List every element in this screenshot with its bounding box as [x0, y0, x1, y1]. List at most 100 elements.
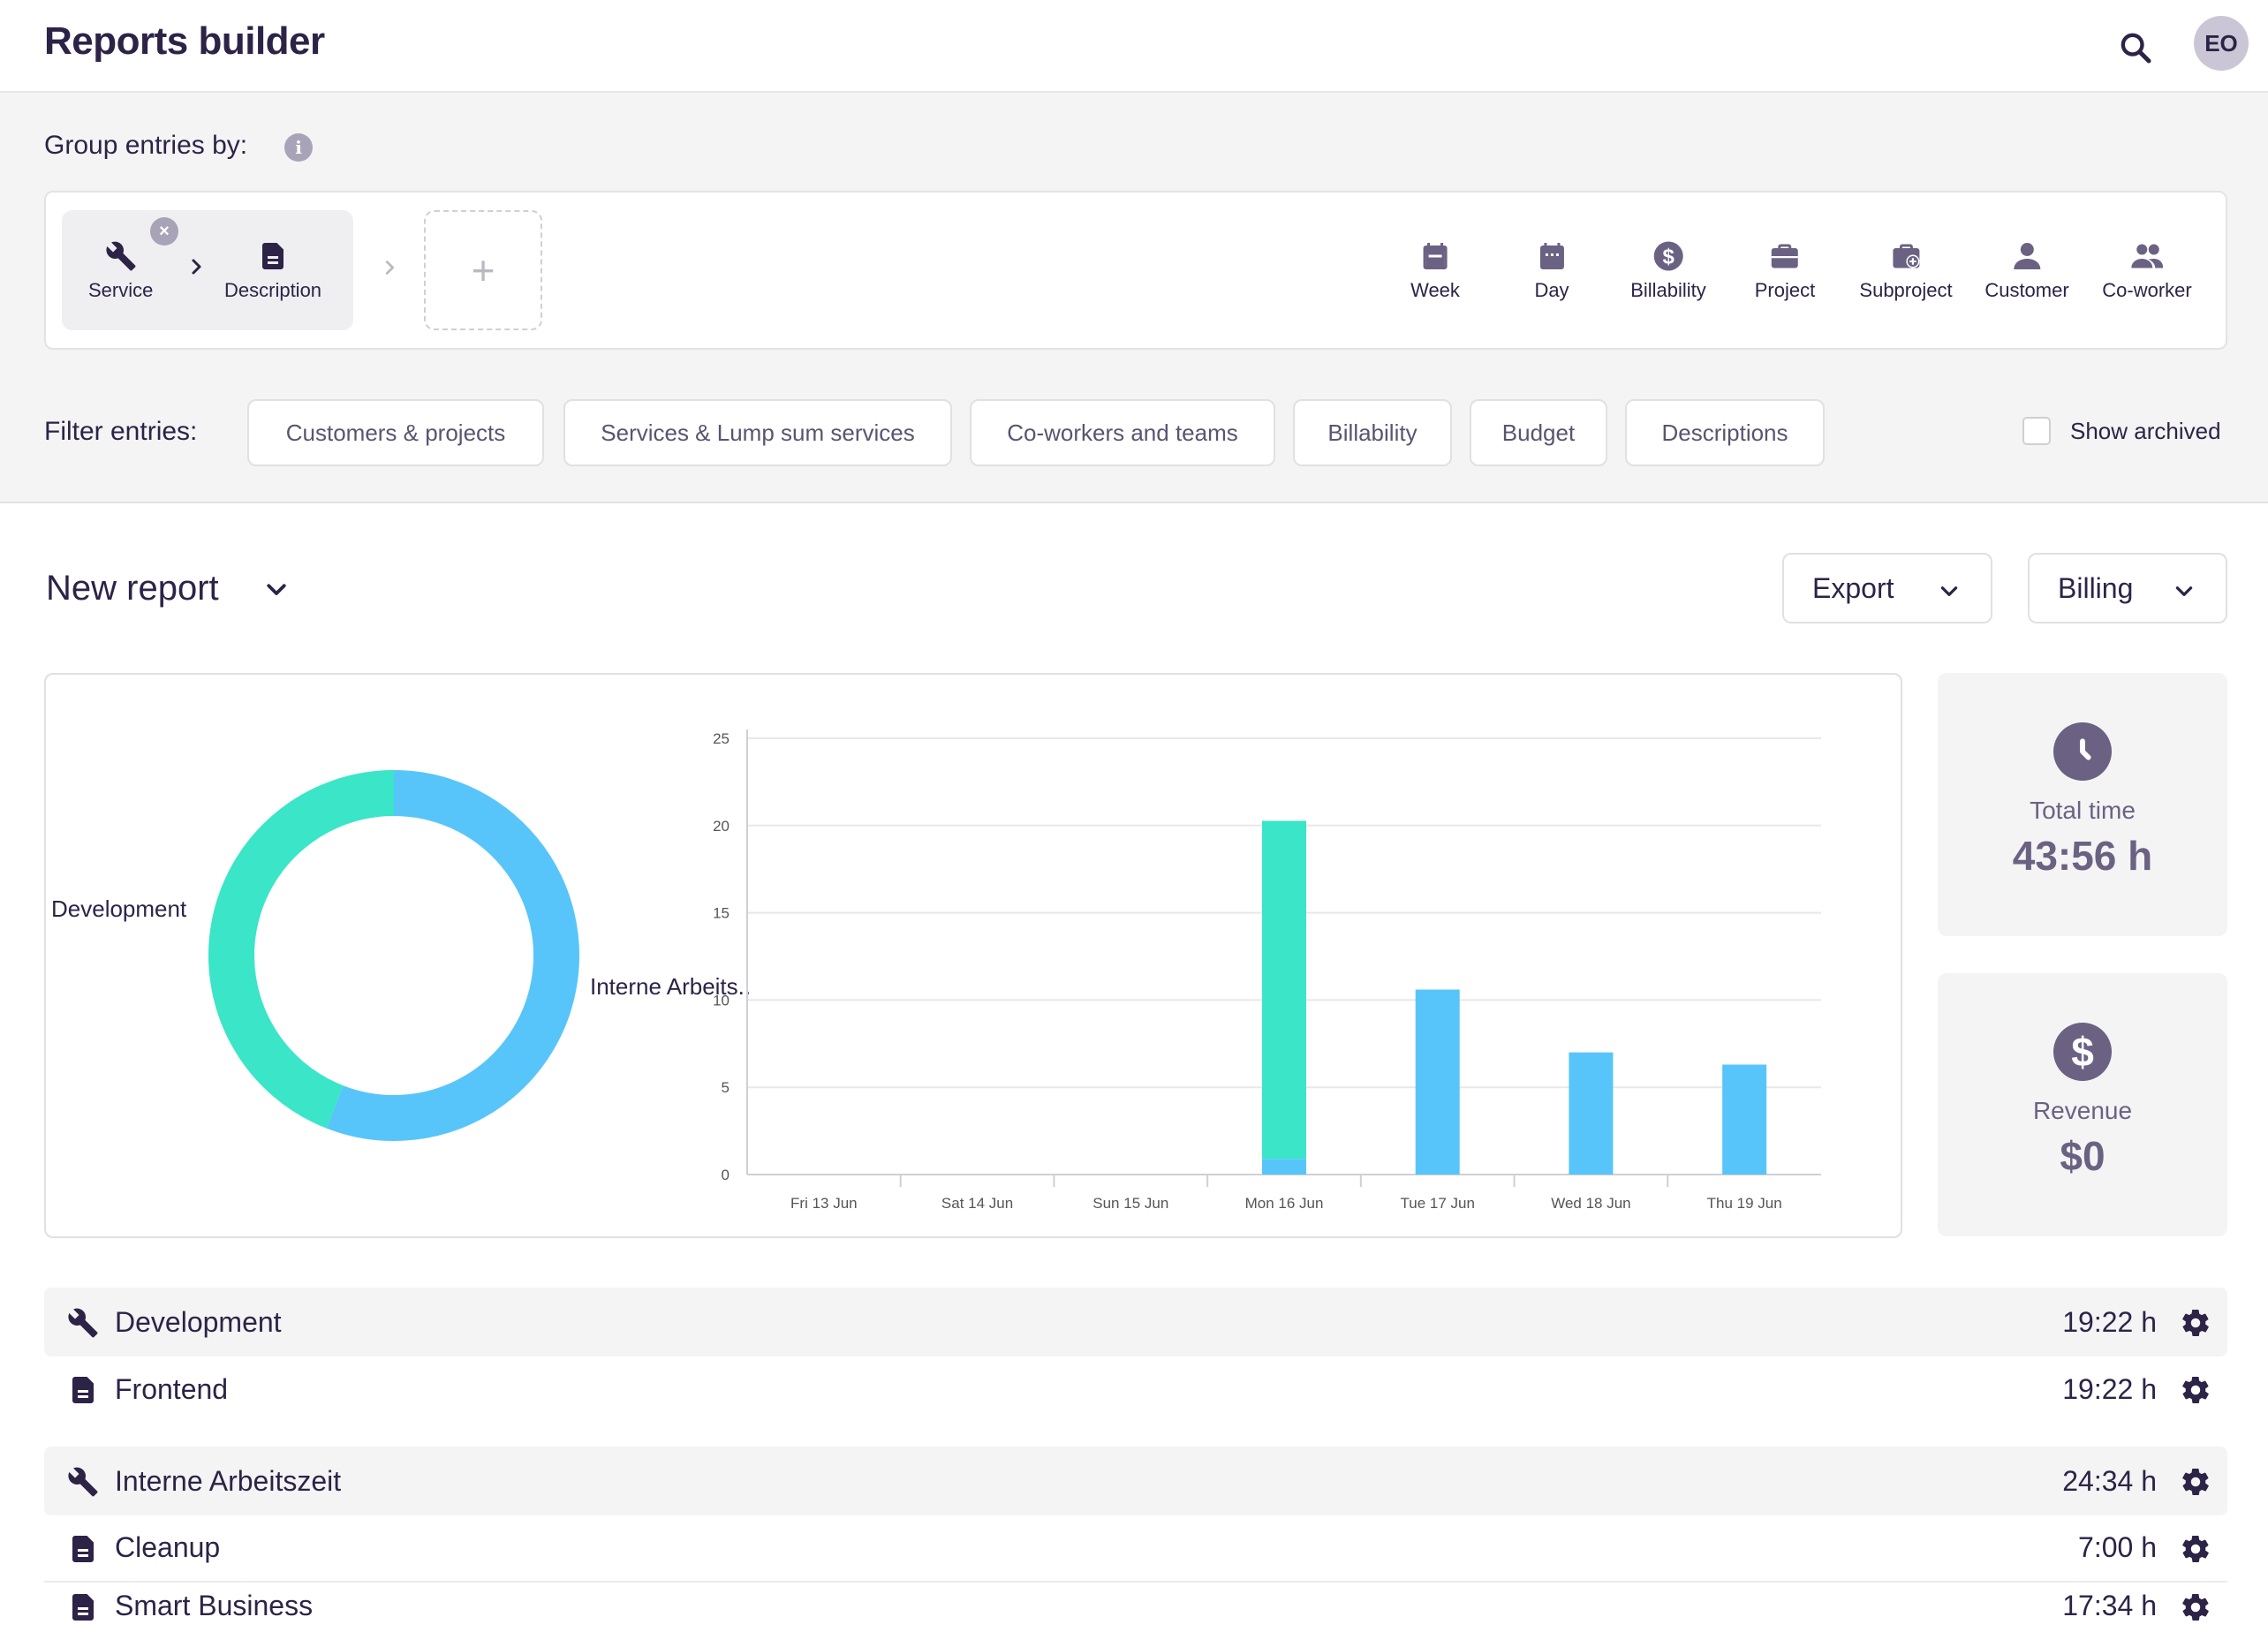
x-tick-label: Sun 15 Jun	[1092, 1195, 1168, 1212]
y-tick-label: 0	[722, 1167, 730, 1183]
row-time: 17:34 h	[2062, 1589, 2157, 1621]
user-icon	[2011, 240, 2043, 272]
gear-icon[interactable]	[2180, 1374, 2211, 1406]
row-name: Interne Arbeitszeit	[115, 1464, 342, 1497]
dollar-icon: $	[2053, 1023, 2112, 1081]
row-time: 19:22 h	[2062, 1372, 2157, 1405]
table-row[interactable]: Smart Business 17:34 h	[44, 1579, 2227, 1632]
info-icon[interactable]: i	[284, 133, 313, 162]
top-bar: Reports builder EO	[0, 0, 2268, 93]
group-option-customer[interactable]: Customer	[1984, 240, 2069, 302]
gear-icon[interactable]	[2180, 1591, 2211, 1623]
chevron-down-icon	[2173, 579, 2196, 602]
x-tick-label: Fri 13 Jun	[790, 1195, 858, 1212]
avatar[interactable]: EO	[2194, 16, 2249, 71]
bar	[1569, 1052, 1614, 1175]
gear-icon[interactable]	[2180, 1466, 2211, 1498]
row-time: 24:34 h	[2062, 1464, 2157, 1497]
donut-label: Interne Arbeits..	[590, 973, 751, 1000]
export-label: Export	[1812, 571, 1894, 604]
group-option-week[interactable]: Week	[1410, 240, 1460, 302]
report-name[interactable]: New report	[46, 569, 219, 608]
briefcase-icon	[1769, 240, 1801, 272]
page-title: Reports builder	[44, 19, 325, 63]
row-name: Cleanup	[115, 1530, 221, 1563]
bar	[1415, 989, 1460, 1175]
group-option-label: Co-worker	[2102, 279, 2192, 301]
document-icon	[67, 1591, 99, 1623]
group-option-subproject[interactable]: Subproject	[1859, 240, 1953, 302]
x-tick-label: Wed 18 Jun	[1551, 1195, 1630, 1212]
bar	[1262, 1159, 1306, 1175]
document-icon	[67, 1533, 99, 1565]
filter-customers-projects-button[interactable]: Customers & projects	[247, 399, 544, 466]
group-option-label: Billability	[1630, 279, 1706, 301]
grouping-chip-label: Service	[88, 279, 154, 301]
wrench-icon	[105, 240, 137, 272]
filter-descriptions-button[interactable]: Descriptions	[1625, 399, 1825, 466]
y-tick-label: 20	[713, 818, 730, 835]
dollar-icon	[1652, 240, 1684, 272]
row-name: Frontend	[115, 1372, 229, 1405]
search-icon[interactable]	[2118, 30, 2153, 65]
gear-icon[interactable]	[2180, 1307, 2211, 1339]
x-tick-label: Mon 16 Jun	[1245, 1195, 1324, 1212]
row-time: 7:00 h	[2078, 1530, 2157, 1563]
chevron-right-icon	[380, 258, 399, 277]
document-icon	[257, 240, 289, 272]
chart-card: Development Interne Arbeits.. 0 5 10 15 20 25 Fr…	[44, 673, 1902, 1238]
chevron-down-icon[interactable]	[263, 576, 290, 602]
y-tick-label: 25	[713, 730, 730, 747]
gear-icon[interactable]	[2180, 1533, 2211, 1565]
show-archived-label: Show archived	[2070, 417, 2221, 444]
x-tick-label: Thu 19 Jun	[1707, 1195, 1782, 1212]
y-tick-label: 15	[713, 905, 730, 922]
total-time-card: Total time 43:56 h	[1938, 673, 2227, 936]
document-icon	[67, 1374, 99, 1406]
donut-label: Development	[51, 895, 187, 922]
row-name: Smart Business	[115, 1589, 314, 1621]
calendar-day-icon	[1536, 240, 1568, 272]
selected-grouping-chain[interactable]	[62, 210, 353, 330]
show-archived-toggle[interactable]: Show archived	[2022, 417, 2221, 445]
clock-icon	[2053, 722, 2112, 781]
revenue-card: $ Revenue $0	[1938, 973, 2227, 1236]
export-dropdown[interactable]: Export	[1782, 553, 1992, 623]
group-option-co-worker[interactable]: Co-worker	[2102, 240, 2192, 302]
table-row[interactable]: Cleanup 7:00 h	[44, 1514, 2227, 1583]
chevron-down-icon	[1938, 579, 1961, 602]
group-option-billability[interactable]: Billability	[1630, 240, 1706, 302]
table-row[interactable]: Interne Arbeitszeit 24:34 h	[44, 1447, 2227, 1515]
group-option-label: Subproject	[1859, 279, 1953, 301]
table-row[interactable]: Development 19:22 h	[44, 1288, 2227, 1356]
wrench-icon	[67, 1307, 99, 1339]
group-option-project[interactable]: Project	[1755, 240, 1815, 302]
grouping-chip-service[interactable]: Service	[88, 240, 153, 302]
filter-budget-button[interactable]: Budget	[1470, 399, 1607, 466]
stat-value: 43:56 h	[2012, 833, 2153, 879]
table-row[interactable]: Frontend 19:22 h	[44, 1355, 2227, 1424]
calendar-week-icon	[1419, 240, 1451, 272]
show-archived-checkbox[interactable]	[2022, 417, 2051, 445]
filter-entries-label: Filter entries:	[44, 417, 198, 446]
charts-canvas: Development Interne Arbeits.. 0 5 10 15 20 25 Fr…	[51, 729, 1821, 1212]
filter-coworkers-button[interactable]: Co-workers and teams	[970, 399, 1275, 466]
stat-label: Revenue	[2032, 1097, 2133, 1124]
chevron-right-icon	[185, 256, 207, 277]
filter-services-button[interactable]: Services & Lump sum services	[563, 399, 952, 466]
group-option-label: Project	[1754, 279, 1816, 301]
add-grouping-slot[interactable]: +	[424, 210, 542, 330]
remove-grouping-icon[interactable]: ×	[150, 217, 178, 246]
grouping-chip-description[interactable]: Description	[224, 240, 321, 302]
billing-label: Billing	[2058, 571, 2134, 604]
stat-value: $0	[2060, 1133, 2105, 1179]
group-option-day[interactable]: Day	[1534, 240, 1569, 302]
filter-billability-button[interactable]: Billability	[1293, 399, 1452, 466]
row-name: Development	[115, 1305, 282, 1338]
x-tick-label: Sat 14 Jun	[941, 1195, 1013, 1212]
bar	[1722, 1064, 1767, 1175]
donut-slice	[326, 770, 579, 1141]
row-time: 19:22 h	[2062, 1305, 2157, 1338]
grouping-chip-label: Description	[224, 279, 322, 301]
billing-dropdown[interactable]: Billing	[2028, 553, 2227, 623]
